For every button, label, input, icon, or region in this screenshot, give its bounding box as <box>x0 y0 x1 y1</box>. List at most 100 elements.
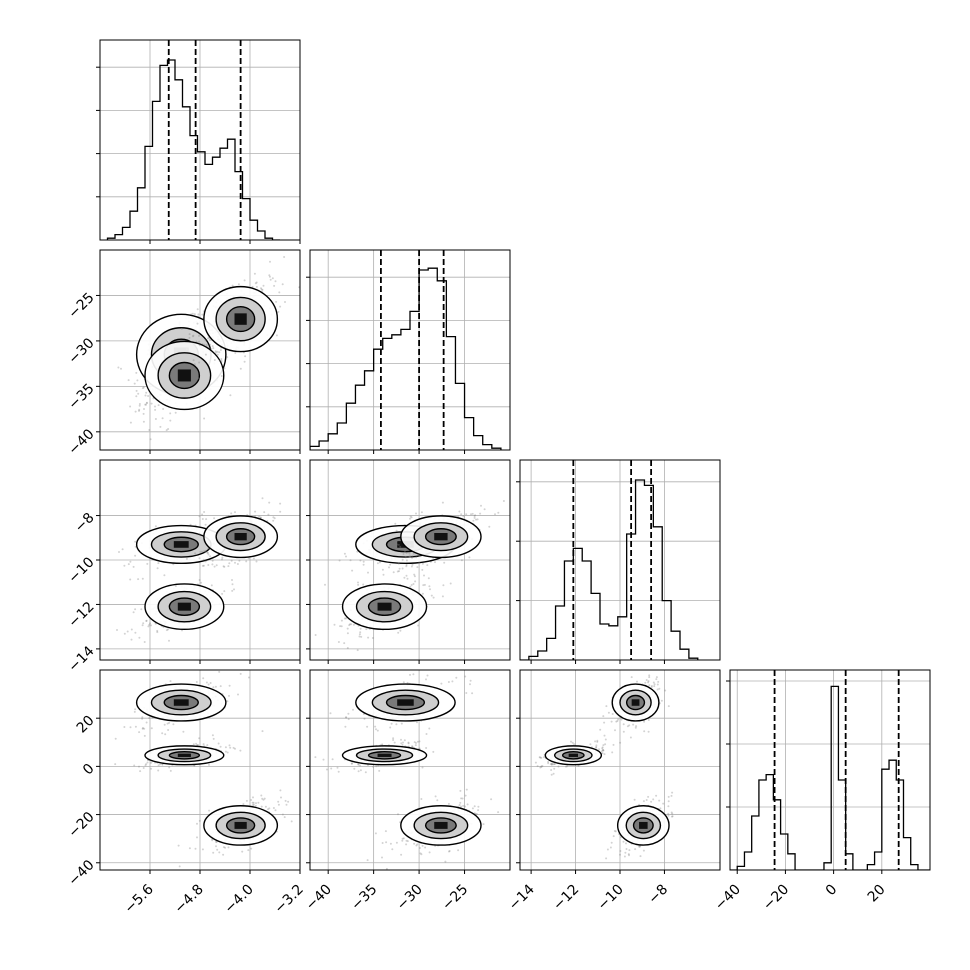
sample-point <box>241 850 244 853</box>
sample-point <box>616 720 619 722</box>
sample-point <box>428 585 431 588</box>
sample-point <box>230 559 233 562</box>
sample-point <box>549 763 552 766</box>
sample-point <box>399 545 402 548</box>
sample-point <box>405 552 408 555</box>
sample-point <box>202 677 205 680</box>
sample-point <box>401 558 404 561</box>
sample-point <box>253 272 256 275</box>
sample-point <box>397 562 400 565</box>
sample-point <box>656 683 659 686</box>
sample-point <box>362 560 365 563</box>
contour-line <box>544 745 603 766</box>
sample-point <box>222 565 225 568</box>
sample-point <box>547 762 550 765</box>
sample-point <box>245 560 248 563</box>
sample-point <box>345 617 348 620</box>
sample-point <box>129 405 132 408</box>
sample-point <box>233 588 235 591</box>
sample-point <box>357 581 359 584</box>
sample-point <box>670 811 673 814</box>
sample-point <box>357 763 360 766</box>
sample-point <box>652 798 655 801</box>
sample-point <box>426 564 429 567</box>
sample-point <box>222 846 225 849</box>
sample-point <box>281 813 284 816</box>
sample-point <box>326 768 328 771</box>
sample-point <box>127 379 130 382</box>
sample-point <box>336 766 339 769</box>
sample-point <box>197 313 200 316</box>
sample-point <box>397 813 399 816</box>
sample-point <box>132 611 135 614</box>
contour-line <box>215 811 266 840</box>
sample-point <box>188 336 191 339</box>
sample-point <box>417 624 420 627</box>
sample-point <box>130 638 133 641</box>
sample-point <box>165 429 168 432</box>
sample-point <box>159 763 162 766</box>
sample-point <box>632 723 635 726</box>
sample-point <box>206 337 209 340</box>
sample-point <box>643 720 646 723</box>
sample-point <box>194 552 197 555</box>
sample-point <box>277 800 280 803</box>
sample-point <box>402 553 405 555</box>
sample-point <box>401 837 404 840</box>
sample-point <box>494 513 496 516</box>
contour-line <box>157 748 212 763</box>
sample-point <box>573 743 576 746</box>
sample-point <box>464 805 467 808</box>
sample-point <box>356 649 359 652</box>
sample-point <box>413 573 416 576</box>
sample-point <box>418 561 421 564</box>
sample-point <box>164 733 167 736</box>
contour-line <box>616 805 670 846</box>
sample-point <box>284 301 286 303</box>
sample-point <box>194 847 197 850</box>
sample-point <box>150 761 152 764</box>
sample-point <box>629 736 632 739</box>
sample-point <box>254 282 257 285</box>
contour-line <box>625 694 646 711</box>
sample-point <box>212 686 215 689</box>
contour-line <box>144 583 225 631</box>
sample-point <box>220 359 223 362</box>
sample-point <box>348 624 351 627</box>
density-peak <box>568 753 578 757</box>
contour-line <box>561 751 585 760</box>
sample-point <box>363 717 366 720</box>
sample-point <box>196 836 198 839</box>
sample-point <box>612 835 615 838</box>
contour-line <box>611 683 660 722</box>
sample-point <box>223 590 226 593</box>
sample-point <box>161 732 164 735</box>
sample-point <box>141 716 144 719</box>
sample-point <box>234 561 236 564</box>
sample-point <box>324 583 326 586</box>
y-tick-label: −30 <box>65 335 97 367</box>
sample-point <box>201 313 204 316</box>
sample-point <box>123 726 126 728</box>
sample-point <box>148 717 151 720</box>
sample-point <box>357 770 360 773</box>
sample-point <box>248 676 250 679</box>
sample-point <box>127 563 130 566</box>
sample-point <box>443 561 446 564</box>
sample-point <box>375 728 377 731</box>
sample-point <box>214 685 217 688</box>
sample-point <box>577 765 580 767</box>
sample-point <box>148 623 151 626</box>
sample-point <box>154 525 157 528</box>
sample-point <box>272 807 275 809</box>
sample-point <box>277 310 280 313</box>
sample-point <box>214 350 217 353</box>
sample-point <box>150 727 153 730</box>
density-peak <box>173 541 189 548</box>
sample-point <box>596 739 599 742</box>
sample-point <box>602 749 605 752</box>
sample-point <box>394 547 397 550</box>
density-peak <box>177 602 191 611</box>
sample-point <box>372 765 375 768</box>
sample-point <box>198 361 201 364</box>
